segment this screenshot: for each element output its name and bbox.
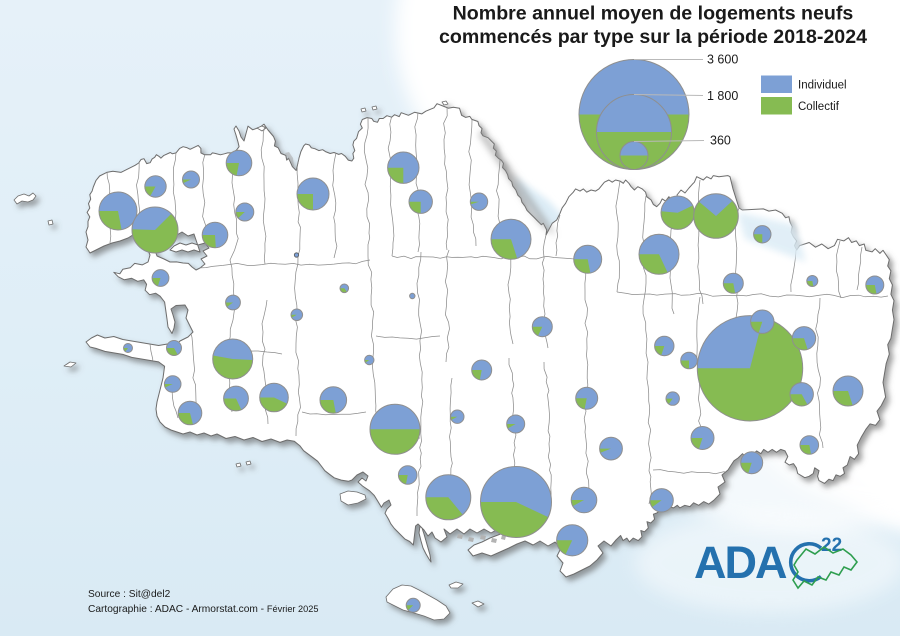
svg-text:commencés par type sur la péri: commencés par type sur la période 2018-2… bbox=[439, 26, 867, 48]
svg-text:Source : Sit@del2: Source : Sit@del2 bbox=[88, 589, 171, 600]
svg-text:360: 360 bbox=[710, 134, 731, 148]
svg-text:Cartographie : ADAC - Armorsta: Cartographie : ADAC - Armorstat.com - Fé… bbox=[88, 604, 318, 615]
svg-text:Nombre annuel moyen de logemen: Nombre annuel moyen de logements neufs bbox=[453, 3, 854, 25]
svg-text:Individuel: Individuel bbox=[798, 80, 847, 92]
svg-text:3 600: 3 600 bbox=[707, 53, 738, 67]
svg-text:Collectif: Collectif bbox=[798, 101, 840, 113]
svg-text:ADA: ADA bbox=[694, 537, 787, 588]
svg-text:1 800: 1 800 bbox=[707, 89, 738, 103]
